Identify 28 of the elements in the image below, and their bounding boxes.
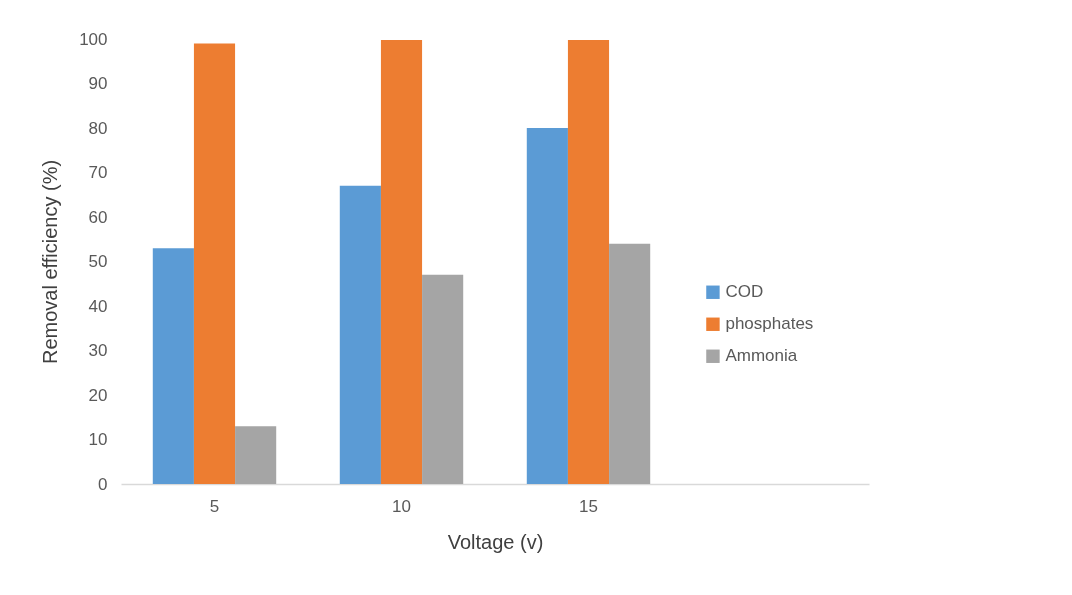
- bar: [609, 243, 651, 484]
- y-tick-label: 100: [79, 29, 108, 49]
- bar: [152, 248, 194, 484]
- y-tick-label: 0: [98, 474, 108, 494]
- bar: [235, 426, 277, 484]
- legend-label: Ammonia: [725, 346, 798, 366]
- y-tick-label: 30: [88, 341, 108, 360]
- bar: [526, 128, 568, 484]
- bar: [193, 43, 236, 484]
- y-tick-label: 50: [88, 252, 108, 271]
- x-tick-label: 10: [392, 496, 411, 516]
- y-tick-label: 60: [88, 207, 108, 227]
- y-tick-label: 90: [88, 74, 108, 93]
- bar: [567, 39, 610, 484]
- bar: [422, 274, 464, 484]
- legend-label: phosphates: [725, 314, 814, 334]
- y-tick-label: 10: [88, 430, 108, 449]
- bar: [380, 39, 423, 484]
- y-axis-title: Removal efficiency (%): [39, 159, 62, 365]
- y-tick-label: 80: [88, 118, 108, 138]
- y-tick-label: 20: [88, 385, 108, 405]
- bar: [339, 185, 381, 484]
- legend-label: COD: [725, 282, 764, 302]
- x-tick-label: 5: [209, 496, 220, 516]
- y-tick-label: 70: [88, 163, 108, 182]
- x-axis-title: Voltage (v): [447, 530, 544, 553]
- y-tick-label: 40: [88, 296, 108, 316]
- x-tick-label: 15: [579, 496, 598, 516]
